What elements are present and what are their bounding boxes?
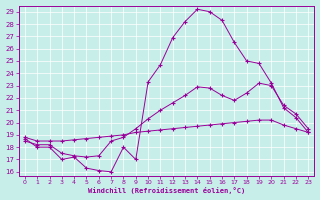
X-axis label: Windchill (Refroidissement éolien,°C): Windchill (Refroidissement éolien,°C) bbox=[88, 187, 245, 194]
